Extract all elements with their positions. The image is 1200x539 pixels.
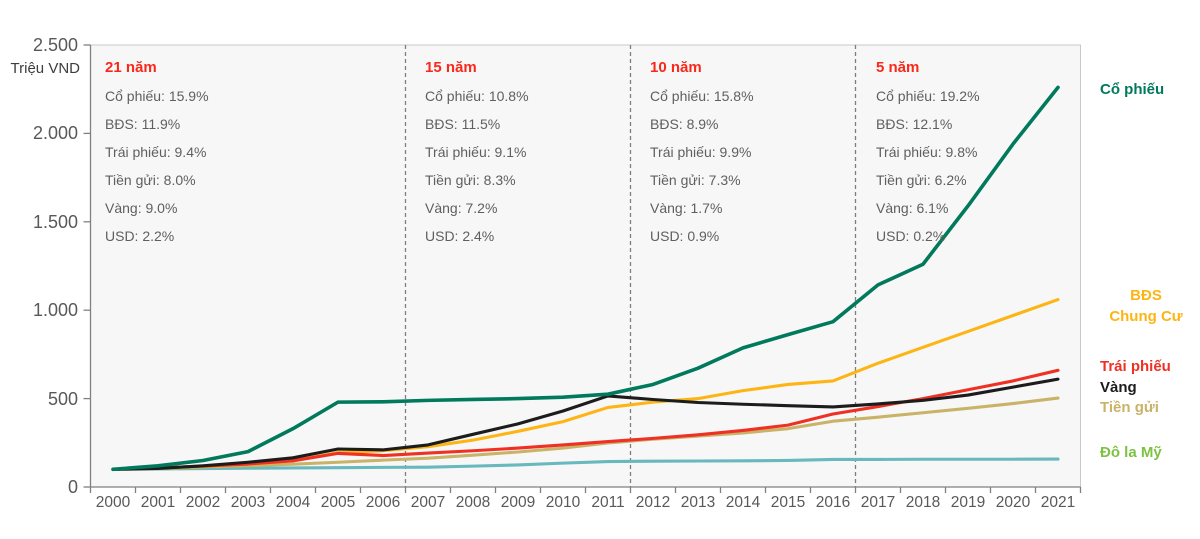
x-axis-label: 2002 xyxy=(185,494,221,511)
x-axis-label: 2005 xyxy=(320,494,356,511)
period-annotation: 15 năm Cổ phiếu: 10.8% BĐS: 11.5% Trái phiế… xyxy=(425,54,529,250)
return-row: Cổ phiếu: 10.8% xyxy=(425,88,529,104)
return-row: Cổ phiếu: 19.2% xyxy=(876,88,980,104)
series-label-line: Trái phiếu xyxy=(1100,358,1171,375)
series-label-line: Vàng xyxy=(1100,379,1137,396)
return-row: Tiền gửi: 8.0% xyxy=(105,172,196,188)
x-axis-label: 2016 xyxy=(815,494,851,511)
y-axis-label: 1.000 xyxy=(32,300,78,321)
x-axis-label: 2001 xyxy=(140,494,176,511)
series-label-tien_gui: Tiền gửi xyxy=(1100,397,1192,418)
x-axis-label: 2015 xyxy=(770,494,806,511)
return-row: Cổ phiếu: 15.9% xyxy=(105,88,209,104)
series-label-line: Chung Cư xyxy=(1109,308,1183,325)
return-row: Vàng: 9.0% xyxy=(105,200,178,216)
x-axis-label: 2011 xyxy=(591,494,625,511)
series-label-line: Tiền gửi xyxy=(1100,399,1159,416)
series-label-bds: BĐS Chung Cư xyxy=(1100,285,1192,327)
x-axis-label: 2019 xyxy=(950,494,986,511)
series-label-line: Cổ phiếu xyxy=(1100,81,1165,98)
y-axis-unit-label: Triệu VND xyxy=(10,60,80,77)
x-axis-label: 2018 xyxy=(905,494,941,511)
period-label: 21 năm xyxy=(105,59,157,76)
y-axis-label: 2.000 xyxy=(32,123,78,144)
series-line-usd xyxy=(111,457,1060,471)
period-label: 10 năm xyxy=(650,59,702,76)
period-annotation: 21 năm Cổ phiếu: 15.9% BĐS: 11.9% Trái phiế… xyxy=(105,54,209,250)
x-axis-label: 2000 xyxy=(95,494,131,511)
series-line-vang xyxy=(111,377,1060,471)
x-axis-label: 2007 xyxy=(410,494,446,511)
return-row: BĐS: 8.9% xyxy=(650,116,719,132)
return-row: Vàng: 1.7% xyxy=(650,200,723,216)
x-axis-label: 2004 xyxy=(275,494,311,511)
return-row: USD: 2.4% xyxy=(425,228,495,244)
return-row: Vàng: 7.2% xyxy=(425,200,498,216)
series-label-co_phieu: Cổ phiếu xyxy=(1100,79,1192,100)
period-annotation: 5 năm Cổ phiếu: 19.2% BĐS: 12.1% Trái phiếu… xyxy=(876,54,980,250)
x-axis-label: 2021 xyxy=(1040,494,1076,511)
series-label-usd: Đô la Mỹ xyxy=(1100,442,1192,463)
return-row: Cổ phiếu: 15.8% xyxy=(650,88,754,104)
return-row: Tiền gửi: 8.3% xyxy=(425,172,516,188)
return-row: Tiền gửi: 7.3% xyxy=(650,172,741,188)
return-row: BĐS: 11.9% xyxy=(105,116,181,132)
x-axis-label: 2009 xyxy=(500,494,536,511)
return-row: Trái phiếu: 9.1% xyxy=(425,144,527,160)
x-axis-label: 2003 xyxy=(230,494,266,511)
x-axis-label: 2006 xyxy=(365,494,401,511)
series-line-tien_gui xyxy=(111,396,1060,471)
period-annotation: 10 năm Cổ phiếu: 15.8% BĐS: 8.9% Trái phiếu… xyxy=(650,54,754,250)
return-row: BĐS: 11.5% xyxy=(425,116,501,132)
return-row: BĐS: 12.1% xyxy=(876,116,953,132)
x-axis-label: 2020 xyxy=(995,494,1031,511)
series-line-co_phieu xyxy=(111,85,1060,472)
return-row: Tiền gửi: 6.2% xyxy=(876,172,967,188)
return-row: Trái phiếu: 9.9% xyxy=(650,144,752,160)
x-axis-label: 2008 xyxy=(455,494,491,511)
x-axis-label: 2013 xyxy=(680,494,716,511)
x-axis-label: 2017 xyxy=(860,494,896,511)
series-label-line: BĐS xyxy=(1130,287,1162,304)
period-label: 5 năm xyxy=(876,59,920,76)
return-row: USD: 0.2% xyxy=(876,228,946,244)
return-row: Vàng: 6.1% xyxy=(876,200,949,216)
period-label: 15 năm xyxy=(425,59,477,76)
return-row: USD: 0.9% xyxy=(650,228,720,244)
series-label-vang: Vàng xyxy=(1100,377,1192,398)
x-axis-label: 2010 xyxy=(545,494,581,511)
series-label-trai_phieu: Trái phiếu xyxy=(1100,356,1192,377)
y-axis-label: 500 xyxy=(47,388,78,409)
y-axis-label: 0 xyxy=(67,477,78,497)
return-row: Trái phiếu: 9.4% xyxy=(105,144,207,160)
series-label-line: Đô la Mỹ xyxy=(1100,444,1162,461)
y-axis-label: 1.500 xyxy=(32,211,78,232)
x-axis-label: 2012 xyxy=(635,494,671,511)
x-axis-label: 2014 xyxy=(725,494,761,511)
return-row: USD: 2.2% xyxy=(105,228,175,244)
return-row: Trái phiếu: 9.8% xyxy=(876,144,978,160)
y-axis-label: 2.500 xyxy=(32,35,78,55)
